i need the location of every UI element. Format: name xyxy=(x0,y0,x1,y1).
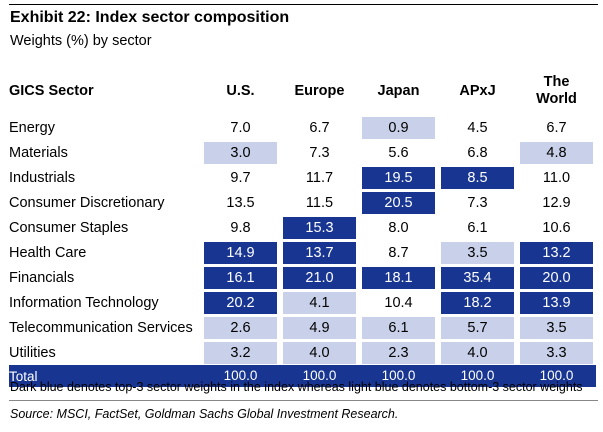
value-cell: 11.5 xyxy=(305,194,334,211)
table-row: Financials 16.1 21.0 18.1 35.4 20.0 xyxy=(9,265,596,290)
sector-column-header: GICS Sector xyxy=(9,83,94,99)
table-row: Telecommunication Services 2.6 4.9 6.1 5… xyxy=(9,315,596,340)
exhibit-subtitle: Weights (%) by sector xyxy=(10,33,152,49)
value-cell: 13.5 xyxy=(226,194,255,211)
value-cell: 11.0 xyxy=(542,169,571,186)
value-cell-top3: 35.4 xyxy=(441,266,514,289)
value-cell: 5.6 xyxy=(388,144,409,161)
sector-label: Utilities xyxy=(9,344,56,361)
table-row: Utilities 3.2 4.0 2.3 4.0 3.3 xyxy=(9,340,596,365)
table-header-row: GICS Sector U.S. Europe Japan APxJ The Wo… xyxy=(9,67,596,115)
total-row: Total 100.0 100.0 100.0 100.0 100.0 xyxy=(9,365,596,387)
value-cell-bottom3: 2.3 xyxy=(362,341,435,364)
sector-label: Telecommunication Services xyxy=(9,319,193,336)
value-cell: 7.3 xyxy=(467,194,488,211)
value-cell-top3: 13.2 xyxy=(520,241,593,264)
value-cell: 11.7 xyxy=(305,169,334,186)
sector-label: Consumer Discretionary xyxy=(9,194,165,211)
table-row: Industrials 9.7 11.7 19.5 8.5 11.0 xyxy=(9,165,596,190)
sector-label: Energy xyxy=(9,119,55,136)
value-cell: 6.7 xyxy=(309,119,330,136)
value-cell-top3: 20.0 xyxy=(520,266,593,289)
sector-label: Information Technology xyxy=(9,294,159,311)
sector-label: Consumer Staples xyxy=(9,219,129,236)
table-row: Information Technology 20.2 4.1 10.4 18.… xyxy=(9,290,596,315)
value-cell-bottom3: 6.1 xyxy=(362,316,435,339)
value-cell-top3: 19.5 xyxy=(362,166,435,189)
value-cell-bottom3: 0.9 xyxy=(362,116,435,139)
value-cell-top3: 13.9 xyxy=(520,291,593,314)
value-cell-bottom3: 3.5 xyxy=(520,316,593,339)
sector-label: Health Care xyxy=(9,244,87,261)
value-cell-top3: 20.2 xyxy=(204,291,277,314)
top-rule xyxy=(9,4,598,5)
sector-label: Financials xyxy=(9,269,75,286)
value-cell: 12.9 xyxy=(542,194,571,211)
legend-note: Dark blue denotes top-3 sector weights i… xyxy=(10,380,583,394)
value-cell-bottom3: 3.3 xyxy=(520,341,593,364)
value-cell-bottom3: 4.8 xyxy=(520,141,593,164)
value-cell-bottom3: 3.0 xyxy=(204,141,277,164)
value-cell: 4.5 xyxy=(467,119,488,136)
value-cell-top3: 15.3 xyxy=(283,216,356,239)
value-cell: 8.0 xyxy=(388,219,409,236)
value-cell-top3: 14.9 xyxy=(204,241,277,264)
table-row: Health Care 14.9 13.7 8.7 3.5 13.2 xyxy=(9,240,596,265)
apxj-column-header: APxJ xyxy=(459,82,496,99)
total-value: 100.0 xyxy=(302,368,337,383)
total-value: 100.0 xyxy=(460,368,495,383)
value-cell: 10.6 xyxy=(542,219,571,236)
sector-label: Industrials xyxy=(9,169,76,186)
table-row: Consumer Staples 9.8 15.3 8.0 6.1 10.6 xyxy=(9,215,596,240)
value-cell-bottom3: 3.5 xyxy=(441,241,514,264)
exhibit-title: Exhibit 22: Index sector composition xyxy=(10,9,290,26)
value-cell-top3: 8.5 xyxy=(441,166,514,189)
value-cell: 6.8 xyxy=(467,144,488,161)
value-cell-top3: 20.5 xyxy=(362,191,435,214)
value-cell-bottom3: 4.0 xyxy=(283,341,356,364)
world-header-line1: The xyxy=(543,74,570,90)
japan-column-header: Japan xyxy=(377,82,420,99)
value-cell-top3: 18.2 xyxy=(441,291,514,314)
value-cell: 10.4 xyxy=(384,294,413,311)
value-cell: 7.3 xyxy=(309,144,330,161)
value-cell-bottom3: 2.6 xyxy=(204,316,277,339)
value-cell: 7.0 xyxy=(230,119,251,136)
value-cell-top3: 21.0 xyxy=(283,266,356,289)
value-cell: 9.7 xyxy=(230,169,251,186)
value-cell-top3: 13.7 xyxy=(283,241,356,264)
source-divider xyxy=(9,400,598,401)
value-cell: 6.1 xyxy=(467,219,488,236)
us-column-header: U.S. xyxy=(226,82,255,99)
value-cell-top3: 18.1 xyxy=(362,266,435,289)
value-cell: 9.8 xyxy=(230,219,251,236)
total-value: 100.0 xyxy=(223,368,258,383)
sector-label: Materials xyxy=(9,144,68,161)
total-label: Total xyxy=(9,365,201,387)
sector-weights-table: GICS Sector U.S. Europe Japan APxJ The Wo… xyxy=(9,67,596,387)
value-cell-bottom3: 5.7 xyxy=(441,316,514,339)
value-cell-bottom3: 4.1 xyxy=(283,291,356,314)
total-value: 100.0 xyxy=(539,368,574,383)
value-cell-bottom3: 3.2 xyxy=(204,341,277,364)
source-note: Source: MSCI, FactSet, Goldman Sachs Glo… xyxy=(10,407,399,421)
value-cell: 8.7 xyxy=(388,244,409,261)
world-column-header: The World xyxy=(517,67,596,115)
total-value: 100.0 xyxy=(381,368,416,383)
table-row: Consumer Discretionary 13.5 11.5 20.5 7.… xyxy=(9,190,596,215)
value-cell: 6.7 xyxy=(546,119,567,136)
europe-column-header: Europe xyxy=(294,82,345,99)
value-cell-bottom3: 4.9 xyxy=(283,316,356,339)
world-header-line2: World xyxy=(536,91,577,107)
value-cell-bottom3: 4.0 xyxy=(441,341,514,364)
table-row: Energy 7.0 6.7 0.9 4.5 6.7 xyxy=(9,115,596,140)
table-row: Materials 3.0 7.3 5.6 6.8 4.8 xyxy=(9,140,596,165)
value-cell-top3: 16.1 xyxy=(204,266,277,289)
